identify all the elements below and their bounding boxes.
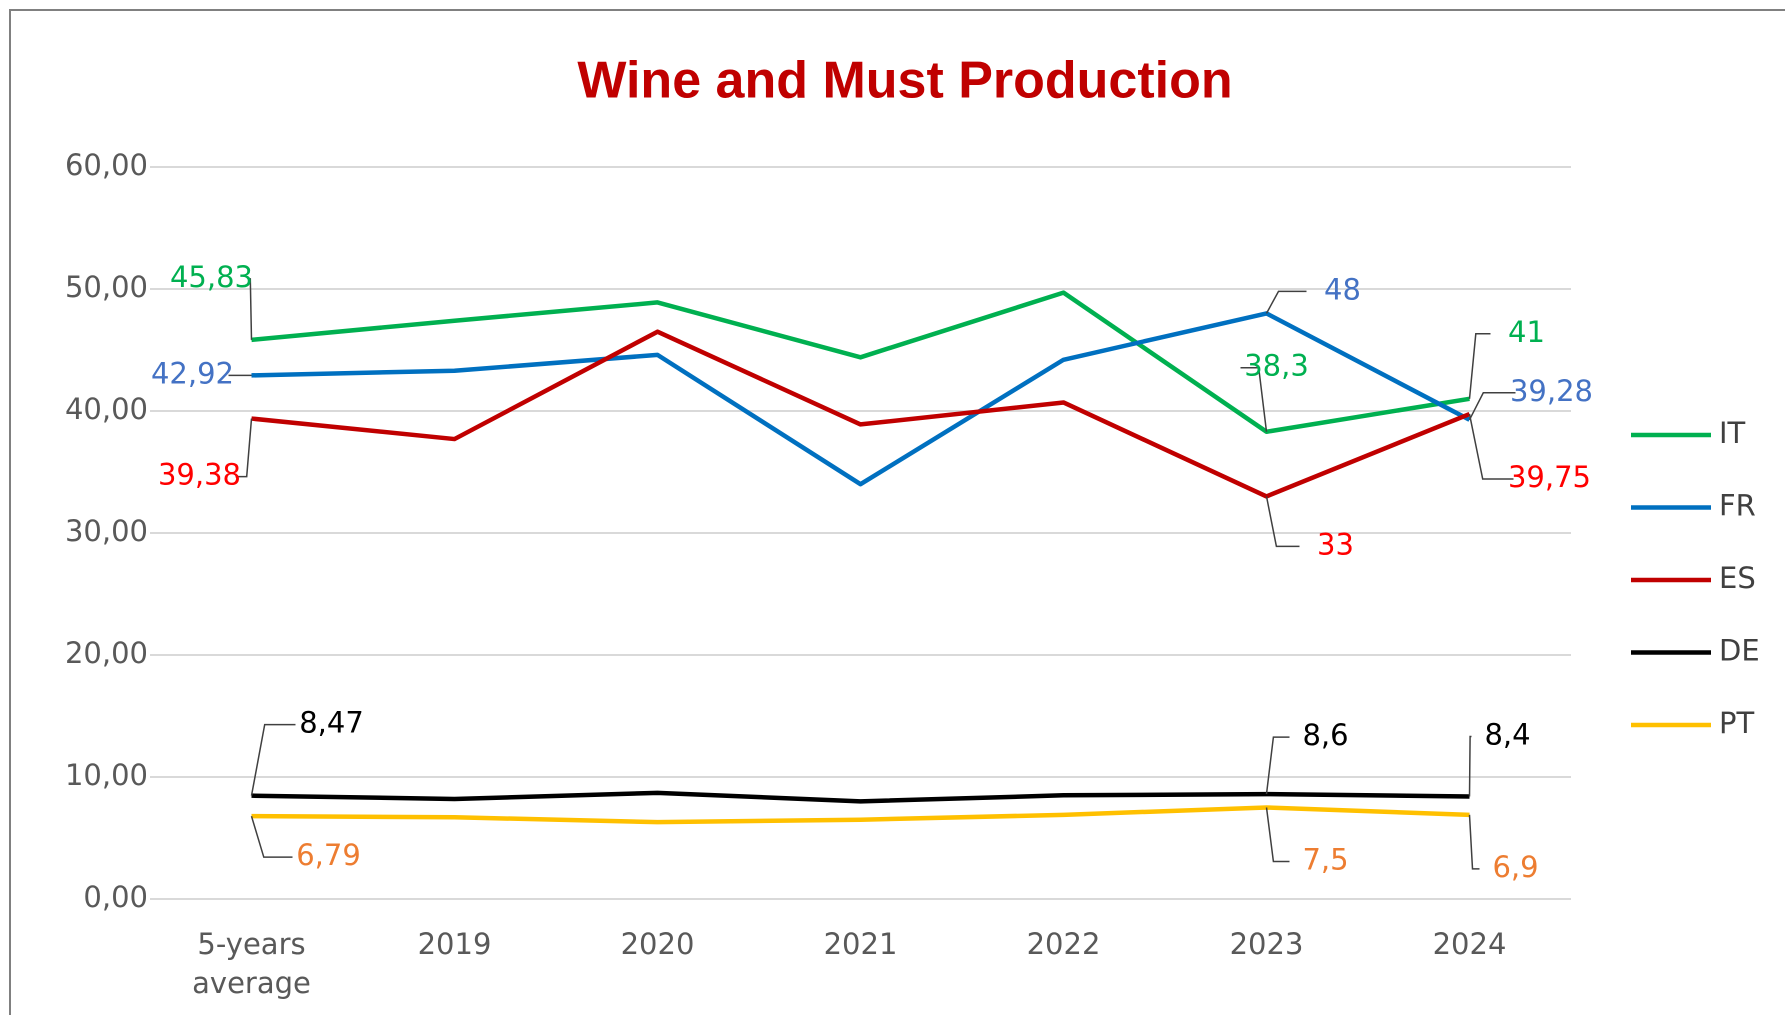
data-label: 39,75 bbox=[1508, 460, 1591, 494]
data-label: 48 bbox=[1324, 272, 1361, 306]
legend-label: DE bbox=[1719, 634, 1760, 668]
y-tick-label: 60,00 bbox=[65, 148, 148, 182]
data-label: 7,5 bbox=[1302, 843, 1348, 877]
leader-line bbox=[1265, 736, 1290, 795]
leader-line bbox=[1240, 366, 1268, 432]
data-label: 45,83 bbox=[170, 260, 253, 294]
x-tick-label: 2024 bbox=[1432, 927, 1507, 961]
data-label: 41 bbox=[1508, 315, 1545, 349]
data-label: 8,6 bbox=[1302, 718, 1348, 752]
leader-line bbox=[250, 723, 296, 796]
leader-line bbox=[250, 815, 293, 858]
data-label: 8,4 bbox=[1484, 718, 1530, 752]
x-tick-label: 2023 bbox=[1229, 927, 1304, 961]
y-tick-label: 50,00 bbox=[65, 270, 148, 304]
x-tick-label: 2021 bbox=[823, 927, 898, 961]
line-series bbox=[251, 790, 1470, 804]
y-tick-label: 40,00 bbox=[65, 392, 148, 426]
legend-label: PT bbox=[1719, 706, 1754, 740]
data-label: 8,47 bbox=[299, 706, 364, 740]
leader-line bbox=[235, 418, 253, 478]
legend-label: IT bbox=[1719, 416, 1746, 450]
x-tick-label: 5-years average bbox=[192, 927, 311, 1001]
leader-line bbox=[1468, 814, 1480, 870]
leader-line bbox=[1265, 290, 1307, 314]
leader-line bbox=[1468, 392, 1516, 421]
data-label: 38,3 bbox=[1244, 349, 1309, 383]
leader-line bbox=[1265, 496, 1300, 548]
border bbox=[9, 9, 1785, 1015]
line-series bbox=[251, 311, 1471, 487]
legend-label: FR bbox=[1719, 489, 1756, 523]
y-tick-label: 30,00 bbox=[65, 514, 148, 548]
y-tick-label: 20,00 bbox=[65, 636, 148, 670]
data-label: 33 bbox=[1317, 527, 1354, 561]
data-label: 6,9 bbox=[1492, 850, 1538, 884]
data-label: 39,38 bbox=[158, 458, 241, 492]
leader-line bbox=[1468, 735, 1472, 797]
x-tick-label: 2022 bbox=[1026, 927, 1101, 961]
x-tick-label: 2019 bbox=[417, 927, 492, 961]
legend-label: ES bbox=[1719, 561, 1756, 595]
data-label: 39,28 bbox=[1510, 374, 1593, 408]
y-tick-label: 0,00 bbox=[83, 880, 148, 914]
chart-title: Wine and Must Production bbox=[577, 52, 1232, 110]
x-tick-label: 2020 bbox=[620, 927, 695, 961]
data-label: 6,79 bbox=[296, 838, 361, 872]
y-tick-label: 10,00 bbox=[65, 758, 148, 792]
data-label: 42,92 bbox=[151, 356, 234, 390]
leader-line bbox=[1468, 333, 1491, 399]
line-series bbox=[251, 805, 1470, 825]
leader-line bbox=[1265, 807, 1290, 863]
leader-line bbox=[247, 278, 253, 340]
leader-line bbox=[1468, 413, 1514, 480]
